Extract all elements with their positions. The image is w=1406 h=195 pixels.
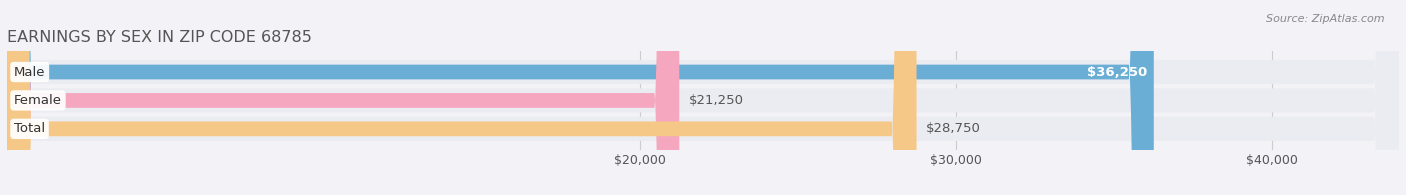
Text: Source: ZipAtlas.com: Source: ZipAtlas.com <box>1267 14 1385 24</box>
FancyBboxPatch shape <box>7 0 679 195</box>
Text: $21,250: $21,250 <box>689 94 744 107</box>
FancyBboxPatch shape <box>7 0 1399 195</box>
FancyBboxPatch shape <box>7 0 917 195</box>
Text: $36,250: $36,250 <box>1087 66 1147 79</box>
FancyBboxPatch shape <box>7 0 1399 195</box>
FancyBboxPatch shape <box>7 0 1399 195</box>
Text: Female: Female <box>14 94 62 107</box>
Text: EARNINGS BY SEX IN ZIP CODE 68785: EARNINGS BY SEX IN ZIP CODE 68785 <box>7 30 312 45</box>
Text: $28,750: $28,750 <box>927 122 981 135</box>
Text: Total: Total <box>14 122 45 135</box>
FancyBboxPatch shape <box>7 0 1154 195</box>
Text: Male: Male <box>14 66 45 79</box>
